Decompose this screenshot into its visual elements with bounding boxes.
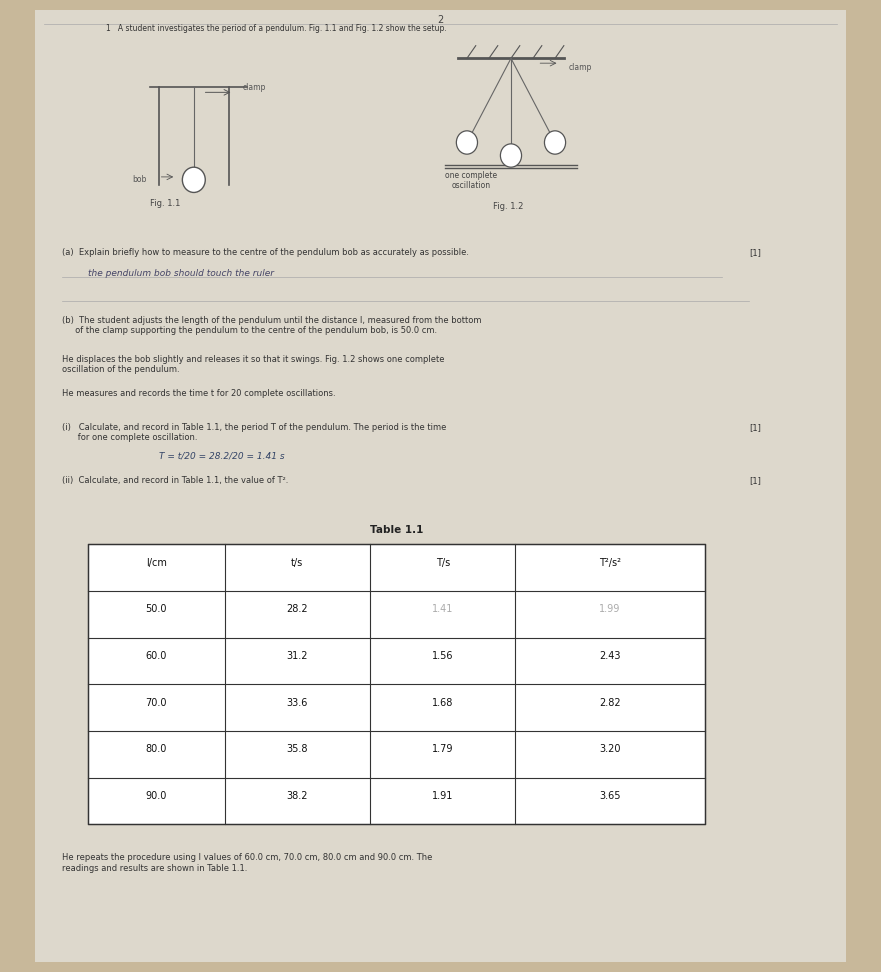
Text: [1]: [1] [749, 423, 760, 432]
Text: T/s: T/s [435, 558, 450, 568]
Text: 3.65: 3.65 [599, 791, 621, 801]
Bar [88, 544, 705, 824]
Text: 1.56: 1.56 [432, 651, 454, 661]
Text: He repeats the procedure using l values of 60.0 cm, 70.0 cm, 80.0 cm and 90.0 cm: He repeats the procedure using l values … [62, 853, 432, 873]
Circle shape [500, 144, 522, 167]
Text: 60.0: 60.0 [145, 651, 167, 661]
Text: (b)  The student adjusts the length of the pendulum until the distance l, measur: (b) The student adjusts the length of th… [62, 316, 481, 335]
Text: l/cm: l/cm [146, 558, 167, 568]
Text: 1.99: 1.99 [599, 605, 621, 614]
Text: (i)   Calculate, and record in Table 1.1, the period T of the pendulum. The peri: (i) Calculate, and record in Table 1.1, … [62, 423, 446, 442]
Text: (a)  Explain briefly how to measure to the centre of the pendulum bob as accurat: (a) Explain briefly how to measure to th… [62, 248, 469, 257]
Text: 1.41: 1.41 [432, 605, 454, 614]
Text: 33.6: 33.6 [286, 698, 308, 708]
Text: [1]: [1] [749, 248, 760, 257]
Text: 2.82: 2.82 [599, 698, 621, 708]
FancyBboxPatch shape [35, 10, 846, 962]
Text: 80.0: 80.0 [145, 745, 167, 754]
Text: 70.0: 70.0 [145, 698, 167, 708]
Text: clamp: clamp [568, 63, 592, 72]
Text: bob: bob [132, 175, 146, 184]
Text: (ii)  Calculate, and record in Table 1.1, the value of T².: (ii) Calculate, and record in Table 1.1,… [62, 476, 288, 485]
Text: Fig. 1.2: Fig. 1.2 [493, 202, 523, 211]
Text: 35.8: 35.8 [286, 745, 308, 754]
Text: t/s: t/s [292, 558, 303, 568]
Text: 31.2: 31.2 [286, 651, 308, 661]
Text: Fig. 1.1: Fig. 1.1 [150, 199, 180, 208]
Text: 1.91: 1.91 [432, 791, 454, 801]
Text: 1.79: 1.79 [432, 745, 454, 754]
Text: T = t/20 = 28.2/20 = 1.41 s: T = t/20 = 28.2/20 = 1.41 s [159, 452, 285, 461]
Text: 1   A student investigates the period of a pendulum. Fig. 1.1 and Fig. 1.2 show : 1 A student investigates the period of a… [106, 24, 447, 33]
Text: T²/s²: T²/s² [599, 558, 621, 568]
Text: He displaces the bob slightly and releases it so that it swings. Fig. 1.2 shows : He displaces the bob slightly and releas… [62, 355, 444, 374]
Text: 38.2: 38.2 [286, 791, 308, 801]
Text: 1.68: 1.68 [432, 698, 454, 708]
Text: [1]: [1] [749, 476, 760, 485]
Text: 2.43: 2.43 [599, 651, 621, 661]
Text: 90.0: 90.0 [145, 791, 167, 801]
Circle shape [182, 167, 205, 192]
Text: He measures and records the time t for 20 complete oscillations.: He measures and records the time t for 2… [62, 389, 336, 398]
Text: 50.0: 50.0 [145, 605, 167, 614]
Text: 28.2: 28.2 [286, 605, 308, 614]
Circle shape [456, 131, 478, 155]
Text: Table 1.1: Table 1.1 [370, 525, 423, 535]
Text: 3.20: 3.20 [599, 745, 621, 754]
Circle shape [544, 131, 566, 155]
Text: 2: 2 [437, 15, 444, 24]
Text: clamp: clamp [242, 83, 266, 91]
Text: the pendulum bob should touch the ruler: the pendulum bob should touch the ruler [88, 269, 274, 278]
Text: one complete
oscillation: one complete oscillation [445, 171, 498, 191]
